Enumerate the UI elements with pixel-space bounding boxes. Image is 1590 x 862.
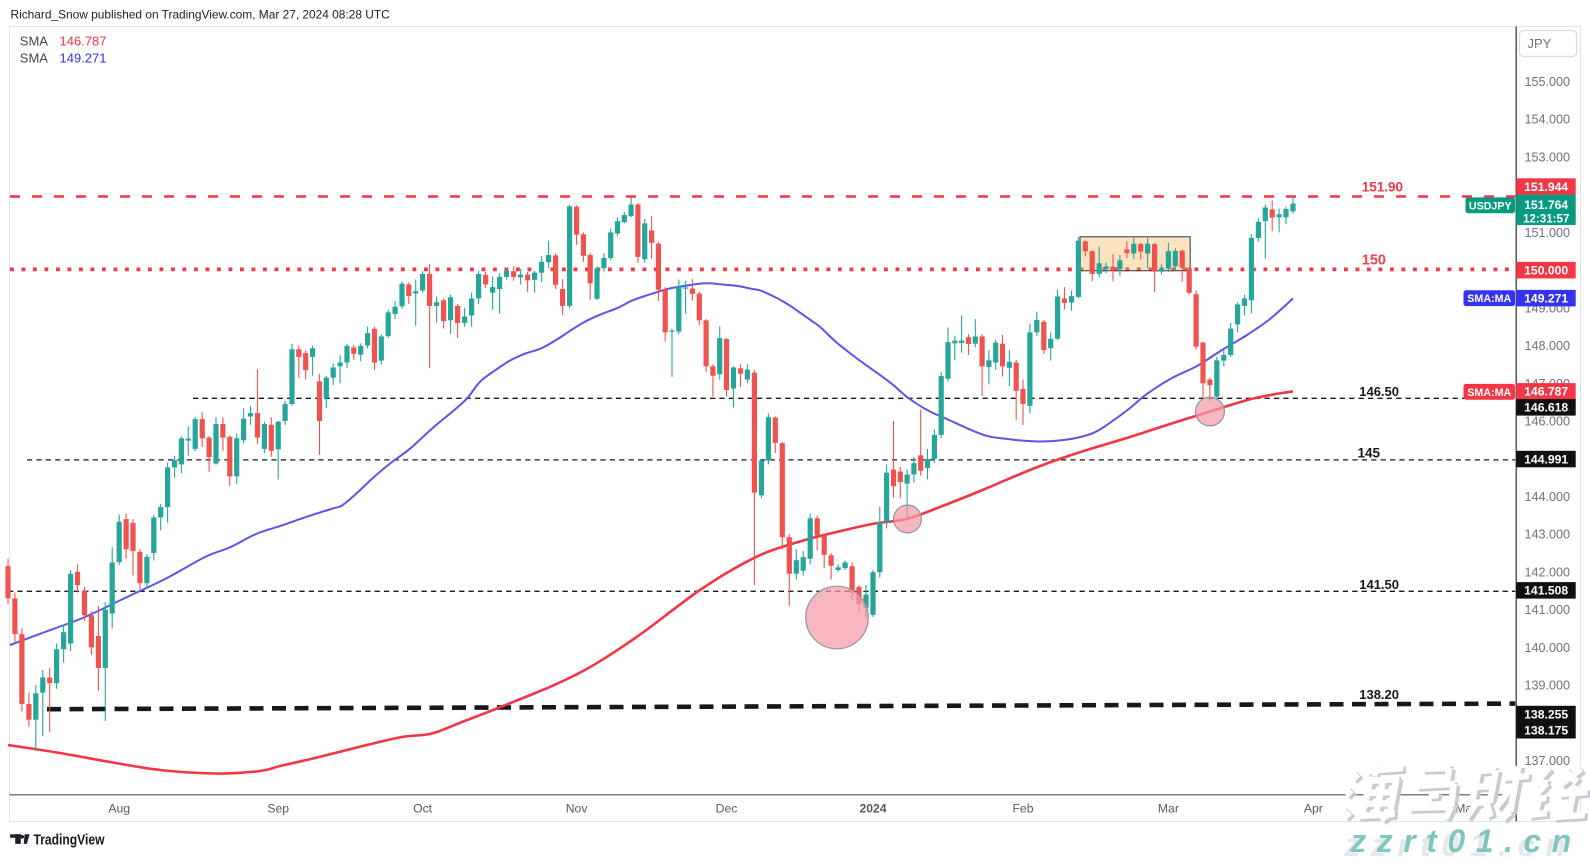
svg-text:Mar: Mar [1158,802,1179,816]
svg-text:146.787: 146.787 [60,34,107,49]
svg-text:146.618: 146.618 [1524,401,1568,415]
svg-text:154.000: 154.000 [1525,113,1571,127]
svg-text:142.000: 142.000 [1525,565,1571,579]
svg-text:151.000: 151.000 [1525,226,1571,240]
svg-text:zzrt01.cn: zzrt01.cn [1349,823,1581,857]
svg-text:Apr: Apr [1304,802,1323,816]
svg-text:151.90: 151.90 [1362,180,1403,195]
svg-text:141.000: 141.000 [1525,603,1571,617]
svg-text:SMA:MA: SMA:MA [1467,387,1511,399]
svg-text:zzrt01.cn: zzrt01.cn [1343,827,1575,857]
svg-text:155.000: 155.000 [1525,75,1571,89]
svg-text:141.50: 141.50 [1359,577,1399,592]
svg-text:144.000: 144.000 [1525,490,1571,504]
svg-text:149.271: 149.271 [60,51,107,66]
svg-text:150.000: 150.000 [1524,263,1568,277]
svg-text:138.20: 138.20 [1359,687,1399,702]
svg-text:151.764: 151.764 [1524,198,1568,212]
svg-text:138.255: 138.255 [1524,707,1568,721]
svg-text:145: 145 [1357,446,1380,461]
svg-text:144.991: 144.991 [1524,452,1568,466]
svg-text:146.000: 146.000 [1525,415,1571,429]
svg-text:12:31:57: 12:31:57 [1523,213,1569,226]
svg-text:Nov: Nov [566,802,589,816]
svg-text:2024: 2024 [859,802,886,816]
svg-text:139.000: 139.000 [1525,679,1571,693]
svg-text:SMA:MA: SMA:MA [1467,293,1511,305]
svg-text:146.50: 146.50 [1359,384,1399,399]
svg-text:150: 150 [1362,253,1386,269]
svg-text:141.508: 141.508 [1524,584,1568,598]
svg-text:138.175: 138.175 [1524,724,1568,738]
svg-text:SMA: SMA [20,51,49,66]
svg-text:148.000: 148.000 [1525,339,1571,353]
svg-text:153.000: 153.000 [1525,150,1571,164]
svg-text:JPY: JPY [1528,36,1552,51]
svg-text:146.787: 146.787 [1524,385,1568,399]
svg-text:151.944: 151.944 [1524,180,1568,194]
svg-text:140.000: 140.000 [1525,641,1571,655]
svg-text:Feb: Feb [1012,802,1033,816]
svg-text:Sep: Sep [267,802,289,816]
svg-text:137.000: 137.000 [1525,754,1571,768]
svg-text:TradingView: TradingView [34,833,105,849]
svg-text:Aug: Aug [108,802,130,816]
svg-text:143.000: 143.000 [1525,528,1571,542]
svg-text:Dec: Dec [716,802,738,816]
svg-text:Oct: Oct [413,802,433,816]
svg-text:SMA: SMA [20,34,49,49]
svg-text:149.271: 149.271 [1524,292,1568,306]
svg-text:USDJPY: USDJPY [1469,200,1512,212]
svg-text:Richard_Snow published on Trad: Richard_Snow published on TradingView.co… [11,8,391,22]
